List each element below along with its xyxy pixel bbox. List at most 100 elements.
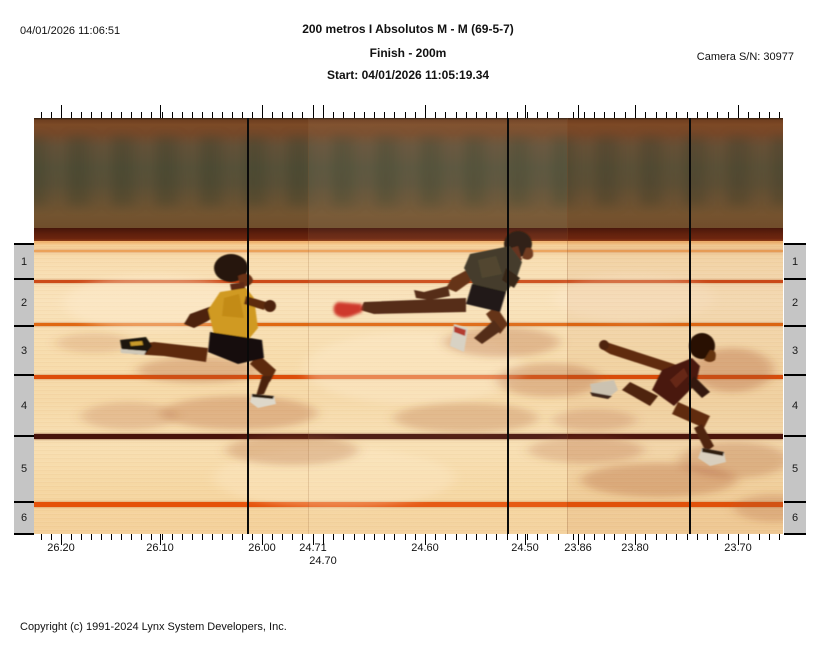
minor-tick: [696, 112, 698, 118]
minor-tick: [527, 112, 528, 118]
minor-tick: [211, 534, 213, 540]
time-label-24.50: 24.50: [511, 542, 539, 554]
minor-tick: [445, 112, 447, 118]
minor-tick: [665, 112, 667, 118]
minor-tick: [557, 112, 559, 118]
minor-tick: [241, 112, 243, 118]
minor-tick: [191, 534, 193, 540]
minor-tick: [476, 112, 477, 118]
minor-tick: [573, 534, 575, 540]
minor-tick: [363, 112, 365, 118]
track-light-smears: [64, 274, 714, 508]
lane-number-1: 1: [784, 243, 806, 280]
minor-tick: [302, 112, 304, 118]
minor-tick: [131, 112, 133, 118]
track-rail-strip: [34, 228, 783, 241]
minor-tick: [496, 534, 498, 540]
minor-tick: [748, 112, 750, 118]
minor-tick: [384, 112, 386, 118]
major-tick: [738, 534, 739, 545]
minor-tick: [353, 534, 355, 540]
time-label-24.71: 24.71: [299, 542, 327, 554]
minor-tick: [141, 112, 143, 118]
major-tick: [313, 534, 314, 545]
runners-layer: [56, 231, 783, 522]
minor-tick: [141, 534, 143, 540]
minor-tick: [707, 534, 709, 540]
major-tick: [578, 105, 579, 118]
minor-tick: [241, 534, 243, 540]
minor-tick: [645, 534, 647, 540]
minor-tick: [191, 112, 193, 118]
minor-tick: [655, 112, 657, 118]
minor-tick: [506, 112, 508, 118]
start-time: Start: 04/01/2026 11:05:19.34: [326, 68, 490, 82]
minor-tick: [404, 112, 406, 118]
lane-number-4: 4: [14, 376, 34, 437]
minor-tick: [727, 534, 729, 540]
minor-tick: [161, 534, 163, 540]
minor-tick: [121, 534, 123, 540]
minor-tick: [81, 112, 83, 118]
lane-number-2: 2: [784, 280, 806, 327]
background-stands: [34, 118, 783, 228]
minor-tick: [81, 534, 83, 540]
minor-tick: [251, 534, 253, 540]
minor-tick: [211, 112, 213, 118]
minor-tick: [686, 112, 688, 118]
minor-tick: [181, 112, 183, 118]
minor-tick: [161, 112, 163, 118]
minor-tick: [779, 534, 781, 540]
minor-tick: [374, 534, 375, 540]
minor-tick: [455, 534, 457, 540]
minor-tick: [445, 534, 447, 540]
minor-tick: [665, 534, 667, 540]
minor-tick: [292, 534, 294, 540]
minor-tick: [768, 112, 770, 118]
minor-tick: [101, 112, 103, 118]
minor-tick: [111, 112, 113, 118]
minor-tick: [476, 534, 477, 540]
minor-tick: [302, 534, 304, 540]
minor-tick: [363, 534, 365, 540]
minor-tick: [435, 112, 437, 118]
minor-tick: [272, 534, 274, 540]
major-tick: [61, 105, 62, 118]
event-location: Finish - 200m: [369, 46, 447, 60]
minor-tick: [394, 534, 396, 540]
major-tick: [635, 534, 636, 545]
time-label-24.60: 24.60: [411, 542, 439, 554]
minor-tick: [343, 534, 345, 540]
minor-tick: [614, 112, 616, 118]
major-tick: [525, 105, 526, 118]
copyright-notice: Copyright (c) 1991-2024 Lynx System Deve…: [20, 621, 287, 633]
time-label-23.80: 23.80: [621, 542, 649, 554]
lane-number-6: 6: [784, 503, 806, 535]
minor-tick: [486, 534, 488, 540]
lane-number-2: 2: [14, 280, 34, 327]
minor-tick: [593, 112, 595, 118]
minor-tick: [40, 112, 42, 118]
minor-tick: [384, 534, 386, 540]
time-ruler-top: [34, 104, 783, 118]
major-tick: [160, 105, 161, 118]
minor-tick: [527, 534, 528, 540]
minor-tick: [537, 112, 539, 118]
lane-line-2: [34, 323, 783, 326]
minor-tick: [50, 112, 52, 118]
finish-hairline-runner-3: [689, 118, 691, 534]
minor-tick: [221, 534, 223, 540]
time-label-26.10: 26.10: [146, 542, 174, 554]
minor-tick: [181, 534, 183, 540]
minor-tick: [486, 112, 488, 118]
minor-tick: [604, 534, 606, 540]
minor-tick: [506, 534, 508, 540]
major-tick: [313, 105, 314, 118]
minor-tick: [496, 112, 498, 118]
lane-number-4: 4: [784, 376, 806, 437]
minor-tick: [50, 534, 52, 540]
minor-tick: [414, 534, 416, 540]
photo-finish-image: [34, 118, 783, 534]
